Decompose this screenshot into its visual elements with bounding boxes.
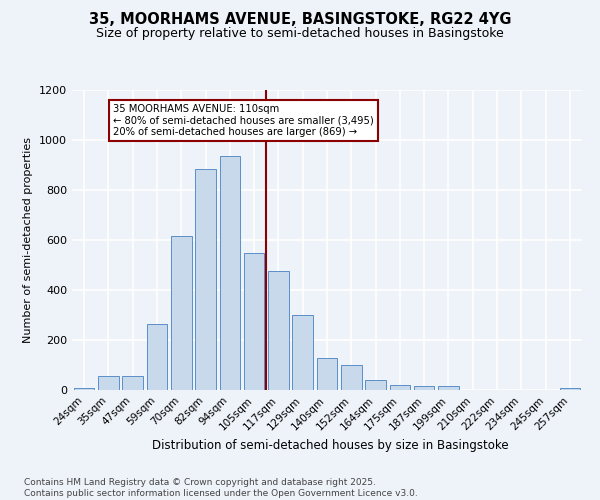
Text: 35 MOORHAMS AVENUE: 110sqm
← 80% of semi-detached houses are smaller (3,495)
20%: 35 MOORHAMS AVENUE: 110sqm ← 80% of semi… [113,104,374,137]
Bar [122,376,143,390]
Bar [389,384,410,390]
Text: Contains HM Land Registry data © Crown copyright and database right 2025.
Contai: Contains HM Land Registry data © Crown c… [24,478,418,498]
Bar [438,386,459,390]
Bar [146,324,167,390]
Bar [98,376,119,390]
Bar [268,271,289,390]
Bar [220,156,240,390]
Bar [414,386,434,390]
Bar [244,252,265,390]
Bar [560,388,580,390]
Text: Size of property relative to semi-detached houses in Basingstoke: Size of property relative to semi-detach… [96,28,504,40]
Text: 35, MOORHAMS AVENUE, BASINGSTOKE, RG22 4YG: 35, MOORHAMS AVENUE, BASINGSTOKE, RG22 4… [89,12,511,28]
Bar [341,365,362,390]
Bar [74,388,94,390]
Bar [292,315,313,390]
Y-axis label: Number of semi-detached properties: Number of semi-detached properties [23,137,34,343]
Bar [171,236,191,390]
Bar [317,358,337,390]
Bar [195,169,216,390]
Bar [365,380,386,390]
Text: Distribution of semi-detached houses by size in Basingstoke: Distribution of semi-detached houses by … [152,440,508,452]
